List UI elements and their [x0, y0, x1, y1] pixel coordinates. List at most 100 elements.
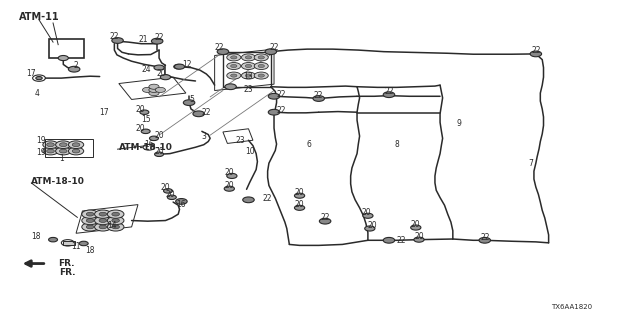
Text: 20: 20: [135, 105, 145, 114]
Circle shape: [225, 84, 236, 90]
Circle shape: [82, 210, 99, 218]
Circle shape: [112, 212, 120, 216]
Circle shape: [173, 64, 182, 69]
Circle shape: [254, 54, 268, 61]
Circle shape: [154, 65, 164, 70]
Circle shape: [47, 149, 54, 153]
Circle shape: [164, 189, 173, 193]
Text: ATM-11: ATM-11: [19, 12, 60, 22]
Text: 23: 23: [236, 136, 245, 145]
Text: 22: 22: [321, 213, 330, 222]
Text: 20: 20: [367, 221, 377, 230]
Circle shape: [168, 195, 176, 199]
Circle shape: [363, 213, 373, 218]
Circle shape: [227, 173, 237, 179]
Circle shape: [411, 225, 421, 230]
Text: 20: 20: [135, 124, 145, 132]
Text: 20: 20: [154, 131, 164, 140]
Circle shape: [268, 109, 280, 115]
Text: ATM-18-10: ATM-18-10: [119, 143, 173, 152]
Circle shape: [68, 66, 80, 72]
Circle shape: [82, 216, 99, 225]
Circle shape: [72, 149, 80, 153]
Circle shape: [95, 216, 111, 225]
Circle shape: [58, 55, 68, 60]
Circle shape: [243, 197, 254, 203]
Circle shape: [227, 54, 241, 61]
Circle shape: [227, 72, 241, 79]
Text: 22: 22: [154, 33, 164, 42]
Text: 19: 19: [36, 148, 45, 156]
Circle shape: [313, 96, 324, 101]
Circle shape: [79, 241, 88, 246]
Text: 6: 6: [306, 140, 311, 149]
Circle shape: [112, 38, 124, 44]
Circle shape: [258, 64, 264, 68]
Text: 22: 22: [384, 87, 394, 96]
Circle shape: [108, 210, 124, 218]
Circle shape: [530, 51, 541, 57]
Text: 22: 22: [531, 46, 541, 55]
Text: 9: 9: [457, 119, 461, 128]
Circle shape: [319, 218, 331, 224]
Circle shape: [227, 62, 241, 69]
Text: 20: 20: [414, 232, 424, 241]
Text: 18: 18: [85, 246, 95, 255]
Bar: [45, 139, 93, 157]
Circle shape: [82, 223, 99, 231]
Text: 20: 20: [161, 183, 170, 192]
Circle shape: [230, 64, 237, 68]
Circle shape: [268, 93, 280, 99]
Circle shape: [68, 141, 84, 148]
Circle shape: [175, 198, 187, 204]
Circle shape: [86, 212, 94, 216]
Circle shape: [174, 64, 184, 69]
Circle shape: [60, 143, 67, 147]
Circle shape: [383, 92, 395, 98]
Text: 16: 16: [144, 140, 154, 148]
Text: 20: 20: [154, 147, 164, 156]
Circle shape: [241, 62, 255, 69]
Circle shape: [112, 219, 120, 222]
Text: 20: 20: [361, 208, 371, 217]
Text: 20: 20: [165, 189, 175, 199]
Circle shape: [140, 110, 149, 115]
Text: 20: 20: [295, 200, 305, 209]
Text: 18: 18: [31, 232, 40, 241]
Circle shape: [230, 74, 237, 77]
Circle shape: [383, 237, 395, 243]
Circle shape: [294, 193, 305, 198]
Text: 20: 20: [225, 168, 234, 177]
Circle shape: [294, 205, 305, 210]
Circle shape: [414, 237, 424, 242]
Text: 4: 4: [34, 89, 39, 98]
Text: 22: 22: [480, 233, 490, 242]
Circle shape: [193, 111, 204, 117]
Bar: [63, 241, 75, 245]
Circle shape: [86, 219, 94, 222]
Text: 20: 20: [157, 69, 166, 78]
Circle shape: [47, 143, 54, 147]
Text: 22: 22: [269, 43, 279, 52]
Circle shape: [43, 141, 58, 148]
Text: 1: 1: [60, 154, 65, 163]
Text: 22: 22: [109, 32, 119, 41]
Text: 22: 22: [202, 108, 211, 117]
Circle shape: [149, 91, 159, 96]
Circle shape: [141, 129, 150, 133]
Circle shape: [99, 212, 107, 216]
Text: 23: 23: [244, 85, 253, 94]
Text: 20: 20: [411, 220, 420, 229]
Text: 17: 17: [99, 108, 109, 117]
Circle shape: [241, 72, 255, 79]
Text: 10: 10: [245, 147, 255, 156]
Text: 24: 24: [141, 65, 151, 74]
Circle shape: [149, 84, 159, 89]
Circle shape: [155, 152, 164, 156]
Text: 22: 22: [314, 91, 323, 100]
Circle shape: [95, 210, 111, 218]
Circle shape: [108, 223, 124, 231]
Text: ATM-18-10: ATM-18-10: [31, 177, 85, 186]
Circle shape: [43, 147, 58, 155]
Text: FR.: FR.: [60, 268, 76, 277]
